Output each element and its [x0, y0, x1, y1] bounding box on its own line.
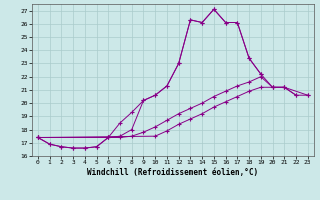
X-axis label: Windchill (Refroidissement éolien,°C): Windchill (Refroidissement éolien,°C): [87, 168, 258, 177]
